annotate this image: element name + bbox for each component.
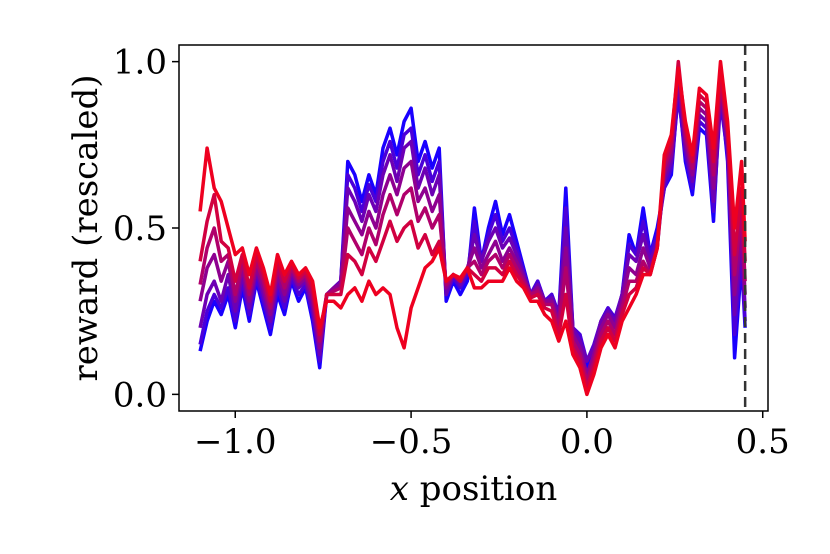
x-tick-label: −1.0 — [194, 422, 277, 462]
x-axis-label: x position — [390, 469, 557, 509]
y-tick-label: 0.0 — [113, 375, 167, 415]
y-tick-label: 0.5 — [113, 209, 167, 249]
y-axis: 0.0 0.5 1.0 — [113, 43, 179, 415]
series-line-2 — [198, 93, 747, 363]
x-tick-label: 0.5 — [736, 422, 790, 462]
x-tick-label: 0.0 — [560, 422, 614, 462]
y-axis-label: reward (rescaled) — [66, 75, 106, 382]
x-tick-label: −0.5 — [370, 422, 453, 462]
y-tick-label: 1.0 — [113, 43, 167, 83]
series-layer — [198, 59, 747, 397]
x-axis: −1.0 −0.5 0.0 0.5 — [194, 411, 790, 462]
series-line-7 — [198, 59, 747, 397]
